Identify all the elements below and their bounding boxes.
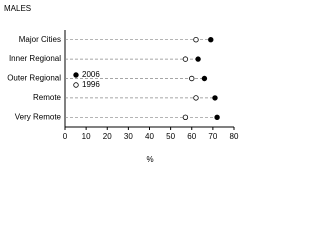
x-tick-label: 80 xyxy=(230,132,239,141)
dot xyxy=(214,114,220,120)
legend-label: 1996 xyxy=(82,80,100,89)
x-axis-label: % xyxy=(146,155,153,164)
y-tick-label: Outer Regional xyxy=(7,74,61,83)
dot xyxy=(189,75,195,82)
y-tick-label: Major Cities xyxy=(19,35,61,44)
legend-label: 2006 xyxy=(82,70,100,79)
dot xyxy=(201,75,208,82)
dot xyxy=(208,37,214,43)
x-tick-label: 0 xyxy=(63,132,68,141)
y-tick-label: Inner Regional xyxy=(9,54,61,63)
dot xyxy=(195,56,201,62)
dot xyxy=(182,56,189,62)
dot xyxy=(193,37,199,43)
dot xyxy=(212,95,218,101)
y-tick-label: Remote xyxy=(33,93,62,102)
x-tick-label: 10 xyxy=(82,132,91,141)
x-tick-label: 40 xyxy=(145,132,154,141)
page: {"chart_data": {"type": "dot", "title": … xyxy=(4,4,239,165)
legend-marker xyxy=(73,82,79,88)
y-tick-label: Very Remote xyxy=(15,112,62,121)
x-tick-label: 60 xyxy=(187,132,196,141)
dot xyxy=(193,95,199,101)
dot xyxy=(182,114,189,120)
x-tick-label: 20 xyxy=(103,132,112,141)
chart: MALES % 0 10 20 30 40 50 60 70 80 Major Cities Inn… xyxy=(4,4,239,164)
x-tick-label: 50 xyxy=(166,132,175,141)
x-tick-label: 70 xyxy=(208,132,217,141)
x-tick-label: 30 xyxy=(124,132,133,141)
legend-marker xyxy=(73,72,79,78)
chart-title: MALES xyxy=(4,4,31,13)
